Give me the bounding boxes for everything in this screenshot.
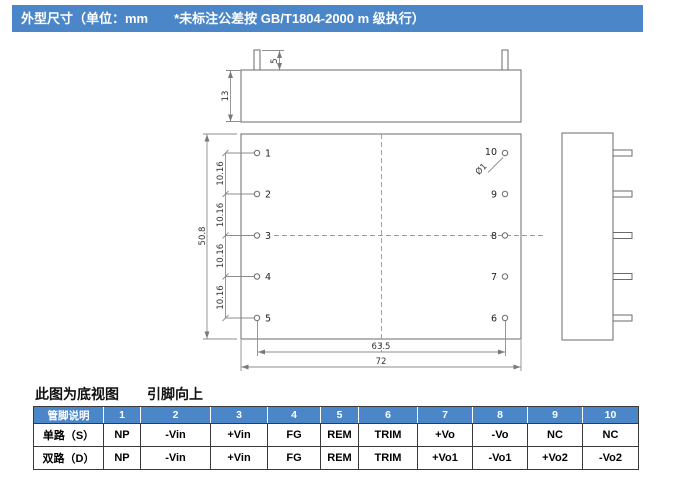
pin-span-dim: 63.5 [372,342,391,352]
pin-number: 10 [485,147,497,158]
pin-table-cell: -Vin [141,446,211,469]
pin-table-cell: NC [583,423,638,446]
pin-table-cell: REM [321,446,359,469]
caption-bottom-view: 此图为底视图 [35,386,119,402]
pin-number: 4 [265,272,271,283]
overall-height-dim: 50.8 [198,227,208,246]
pin-table-header-cell: 5 [321,407,359,423]
pin-4-pad [253,273,261,280]
pin-number: 1 [265,149,271,160]
front-view: 5 13 [221,49,522,123]
pitch-dim: 10.16 [216,244,226,268]
front-view-right-pin [501,49,509,71]
pin-number: 6 [491,314,497,325]
pin-table-cell: +Vo [418,423,473,446]
row-label-cell: 双路（D） [34,446,104,469]
table-row-single: 单路（S） NP -Vin +Vin FG REM TRIM +Vo -Vo N… [34,423,638,446]
pin-description-table: 管脚说明 1 2 3 4 5 6 7 8 9 10 单路（S） NP -Vin … [33,406,639,470]
hole-leader-line [487,157,504,173]
pin-table-cell: +Vin [211,423,268,446]
pin-table-cell: -Vo [473,423,528,446]
pin-table-header-cell: 2 [141,407,211,423]
pin-table-cell: -Vin [141,423,211,446]
side-view [561,132,633,341]
dimension-line [257,321,506,356]
table-header-row: 管脚说明 1 2 3 4 5 6 7 8 9 10 [34,407,638,423]
pin-table-header-cell: 8 [473,407,528,423]
pin-1-pad [253,149,261,157]
pin-table-header-cell: 3 [211,407,268,423]
dimension-line [240,340,522,371]
pin-table-cell: REM [321,423,359,446]
arrowhead [277,51,282,70]
pin-number: 3 [265,231,271,242]
front-view-body [240,69,522,123]
caption-pins-up: 引脚向上 [147,386,203,402]
pin-9-pad [501,190,509,198]
pin-table-header-cell: 9 [528,407,583,423]
pin-2-pad [253,190,261,198]
side-view-body [561,132,614,341]
pin-table-header-cell: 1 [104,407,141,423]
front-view-left-pin [253,49,261,71]
pin-table-header-cell: 7 [418,407,473,423]
pin-8-pad [501,232,509,239]
overall-width-dim: 72 [376,357,387,367]
pin-7-pad [501,273,509,280]
pin-number: 7 [491,272,497,283]
pin-table-cell: +Vo2 [528,446,583,469]
pin-table-cell: TRIM [359,446,418,469]
bottom-view: 10.16 10.16 10.16 10.16 50.8 1 2 3 4 5 [198,133,543,371]
side-view-pin [612,273,633,280]
pin-table-cell: NC [528,423,583,446]
pin-table-cell: -Vo1 [473,446,528,469]
pin-6-pad [501,314,509,322]
pin-number: 2 [265,190,271,201]
side-view-pin [612,190,633,198]
row-label-cell: 单路（S） [34,423,104,446]
dimension-line [203,133,237,340]
dimension-line [226,70,241,122]
pitch-dim: 10.16 [216,285,226,309]
pin-table-cell: FG [268,423,321,446]
pin-number: 9 [491,190,497,201]
pin-table-cell: NP [104,423,141,446]
pin-table-header-cell: 管脚说明 [34,407,104,423]
side-view-pin [612,149,633,157]
outline-dimension-drawing: 5 13 10.16 10.16 10.16 10.16 50.8 [198,49,633,371]
pitch-dim: 10.16 [216,161,226,185]
pin-table-cell: +Vo1 [418,446,473,469]
bottom-view-body [240,133,522,340]
pin-table-cell: TRIM [359,423,418,446]
table-row-dual: 双路（D） NP -Vin +Vin FG REM TRIM +Vo1 -Vo1… [34,446,638,469]
pin-table-header-cell: 10 [583,407,638,423]
side-view-pin [612,314,633,322]
pin-5-pad [253,314,261,322]
pin-table-cell: NP [104,446,141,469]
section-title-banner: 外型尺寸（单位：mm *未标注公差按 GB/T1804-2000 m 级执行） [12,5,643,32]
pitch-dim: 10.16 [216,203,226,227]
body-height-dim: 13 [221,91,231,102]
pin-10-pad [501,149,509,157]
view-caption: 此图为底视图 引脚向上 [35,384,203,404]
pin-number: 8 [491,231,497,242]
dimension-tick [222,149,229,322]
pin-3-pad [253,232,261,239]
pin-height-dim: 5 [270,58,280,63]
pin-table-cell: +Vin [211,446,268,469]
pin-leader-lines [225,152,254,319]
pin-number: 5 [265,314,271,325]
pin-table-cell: -Vo2 [583,446,638,469]
pin-table-header-cell: 6 [359,407,418,423]
pin-table-header-cell: 4 [268,407,321,423]
side-view-pin [612,232,633,239]
pin-table-cell: FG [268,446,321,469]
